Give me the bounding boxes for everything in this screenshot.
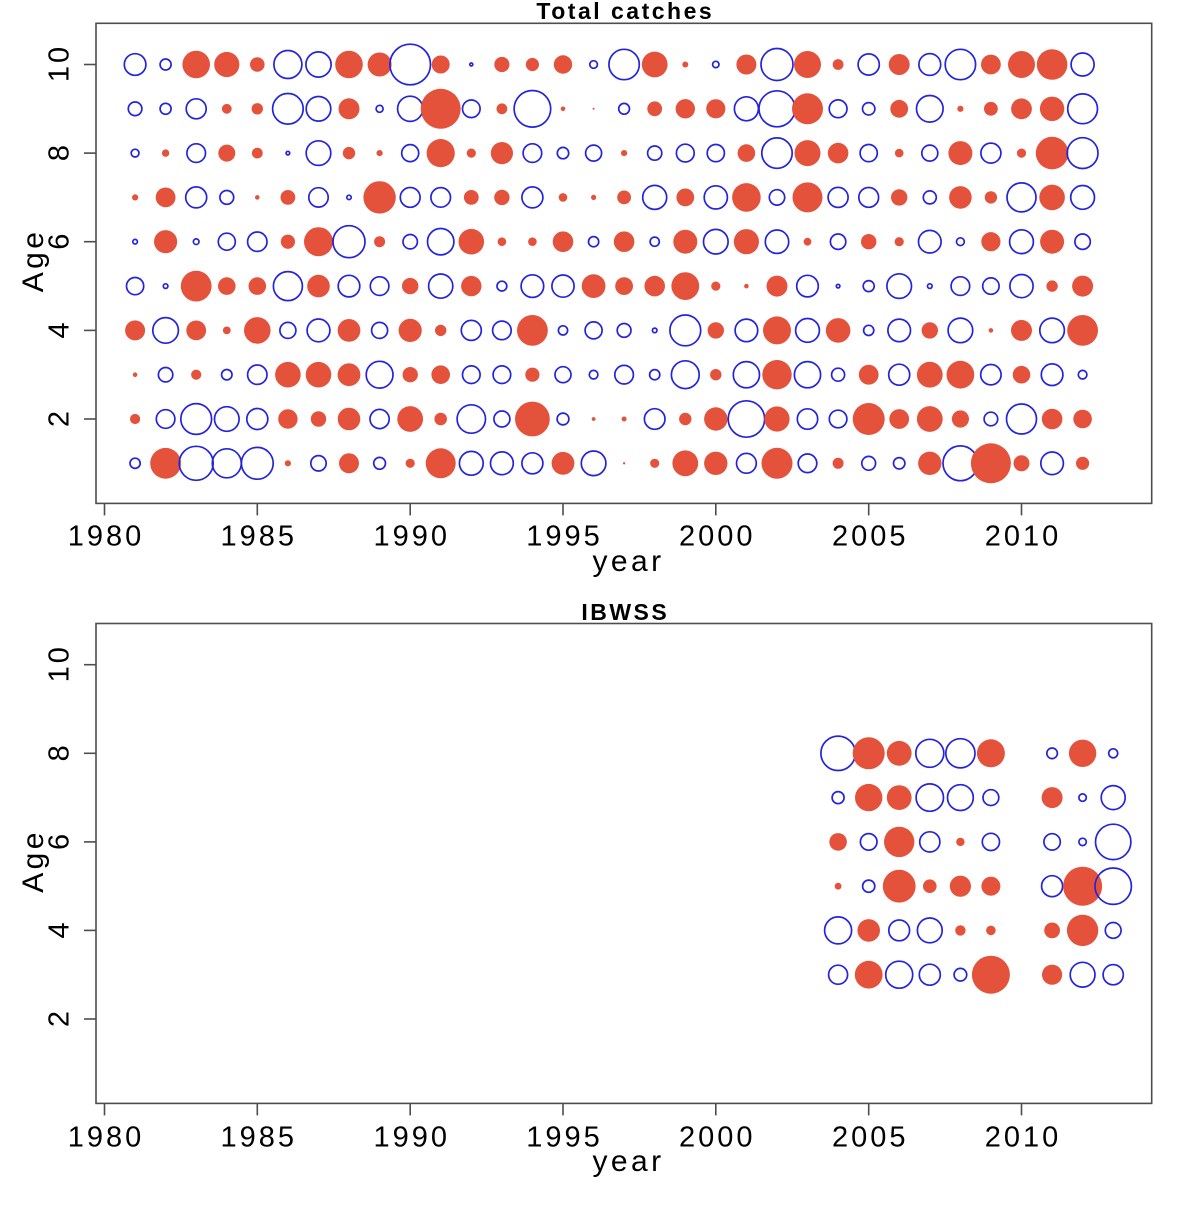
svg-text:Age: Age <box>17 829 50 893</box>
svg-text:Age: Age <box>17 229 50 293</box>
svg-text:2010: 2010 <box>985 1122 1062 1154</box>
svg-text:4: 4 <box>44 319 76 338</box>
svg-text:1995: 1995 <box>526 521 603 553</box>
svg-text:8: 8 <box>44 742 76 761</box>
svg-text:Total catches: Total catches <box>536 0 714 24</box>
svg-text:10: 10 <box>44 644 76 682</box>
svg-text:1990: 1990 <box>373 521 450 553</box>
svg-text:1985: 1985 <box>221 1122 298 1154</box>
svg-text:1985: 1985 <box>221 521 298 553</box>
svg-text:2005: 2005 <box>832 521 909 553</box>
svg-text:1980: 1980 <box>68 521 145 553</box>
svg-text:6: 6 <box>44 831 76 850</box>
svg-text:2010: 2010 <box>985 521 1062 553</box>
svg-text:2: 2 <box>44 408 76 427</box>
svg-text:1990: 1990 <box>373 1122 450 1154</box>
svg-text:6: 6 <box>44 231 76 250</box>
svg-text:year: year <box>593 1145 665 1178</box>
svg-text:1980: 1980 <box>68 1122 145 1154</box>
svg-text:year: year <box>593 545 665 578</box>
svg-text:2000: 2000 <box>679 521 756 553</box>
svg-text:IBWSS: IBWSS <box>581 599 669 625</box>
svg-text:2: 2 <box>44 1008 76 1027</box>
svg-text:8: 8 <box>44 142 76 161</box>
svg-text:4: 4 <box>44 919 76 938</box>
svg-text:2000: 2000 <box>679 1122 756 1154</box>
svg-text:1995: 1995 <box>526 1122 603 1154</box>
svg-text:2005: 2005 <box>832 1122 909 1154</box>
svg-text:10: 10 <box>44 44 76 82</box>
